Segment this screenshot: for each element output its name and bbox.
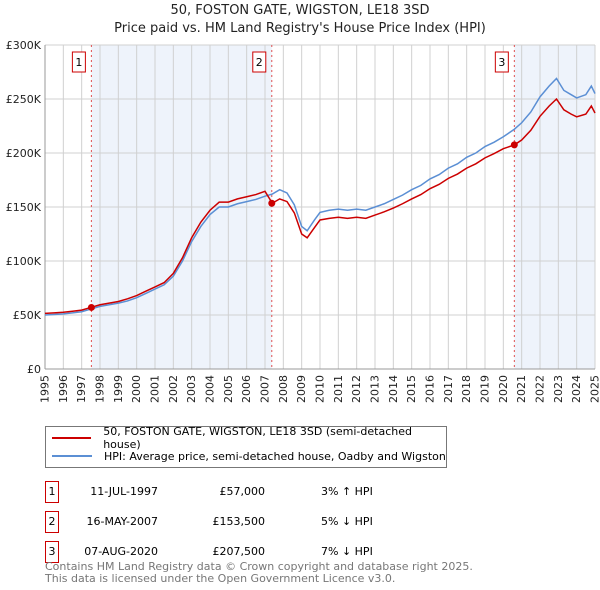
x-tick-label: 2010 xyxy=(314,375,327,403)
transaction-badge: 3 xyxy=(45,541,59,563)
x-tick-label: 2007 xyxy=(259,375,272,403)
transaction-hpi-diff: 3% ↑ HPI xyxy=(321,485,373,498)
legend-label: HPI: Average price, semi-detached house,… xyxy=(104,449,446,463)
x-tick-label: 1997 xyxy=(75,375,88,403)
transaction-row: 1 11-JUL-1997 £57,000 3% ↑ HPI xyxy=(45,481,445,503)
transaction-date: 11-JUL-1997 xyxy=(90,485,158,498)
legend-swatch xyxy=(52,437,92,439)
footer-line: Contains HM Land Registry data © Crown c… xyxy=(45,560,473,573)
x-tick-label: 2019 xyxy=(479,375,492,403)
transaction-price: £207,500 xyxy=(212,545,266,558)
x-tick-label: 1995 xyxy=(39,375,52,403)
x-tick-label: 2001 xyxy=(149,375,162,403)
transaction-hpi-diff: 7% ↓ HPI xyxy=(321,545,373,558)
x-tick-label: 2015 xyxy=(405,375,418,403)
x-tick-label: 2021 xyxy=(515,375,528,403)
x-tick-label: 2022 xyxy=(534,375,547,403)
x-tick-label: 2009 xyxy=(295,375,308,403)
x-tick-label: 2000 xyxy=(130,375,143,403)
x-tick-label: 2020 xyxy=(497,375,510,403)
footer-line: This data is licensed under the Open Gov… xyxy=(45,572,396,585)
transaction-row: 3 07-AUG-2020 £207,500 7% ↓ HPI xyxy=(45,541,445,563)
x-tick-label: 2006 xyxy=(240,375,253,403)
legend-swatch xyxy=(52,455,92,457)
x-tick-label: 2002 xyxy=(167,375,180,403)
transaction-marker-label: 3 xyxy=(498,56,505,69)
footer: Contains HM Land Registry data © Crown c… xyxy=(45,561,473,585)
x-tick-label: 2018 xyxy=(460,375,473,403)
transaction-point xyxy=(87,303,95,311)
chart-title: 50, FOSTON GATE, WIGSTON, LE18 3SD xyxy=(170,3,430,18)
transaction-badge: 1 xyxy=(45,481,59,503)
legend: 50, FOSTON GATE, WIGSTON, LE18 3SD (semi… xyxy=(45,425,447,468)
transaction-badge: 2 xyxy=(45,511,59,533)
x-tick-label: 2016 xyxy=(424,375,437,403)
transaction-marker-box xyxy=(252,51,267,73)
transaction-date: 16-MAY-2007 xyxy=(86,515,158,528)
x-tick-label: 2003 xyxy=(185,375,198,403)
transaction-price: £57,000 xyxy=(219,485,266,498)
transaction-point xyxy=(510,141,518,149)
plot-area: 1995 1996 1997 1998 1999 2000 2001 2002 2003 2004… xyxy=(6,39,600,403)
x-tick-label: 1998 xyxy=(94,375,107,403)
x-tick-label: 1999 xyxy=(112,375,125,403)
y-tick-label: £100K xyxy=(6,255,42,268)
transaction-point xyxy=(268,199,276,207)
x-tick-label: 2024 xyxy=(570,375,583,403)
y-tick-label: £300K xyxy=(6,39,42,52)
x-tick-label: 2011 xyxy=(332,375,345,403)
transaction-date: 07-AUG-2020 xyxy=(84,545,158,558)
x-tick-label: 2023 xyxy=(552,375,565,403)
transaction-marker-box xyxy=(71,51,86,73)
y-tick-label: £50K xyxy=(13,309,42,322)
x-tick-label: 2013 xyxy=(369,375,382,403)
transaction-marker-box xyxy=(494,51,509,73)
y-tick-label: £200K xyxy=(6,147,42,160)
y-tick-label: £250K xyxy=(6,93,42,106)
transaction-marker-label: 1 xyxy=(75,56,82,69)
transaction-hpi-diff: 5% ↓ HPI xyxy=(321,515,373,528)
transaction-marker-label: 2 xyxy=(256,56,263,69)
x-tick-label: 2017 xyxy=(442,375,455,403)
chart-subtitle: Price paid vs. HM Land Registry's House … xyxy=(114,21,486,36)
x-tick-label: 2014 xyxy=(387,375,400,403)
legend-item-hpi: HPI: Average price, semi-detached house,… xyxy=(46,447,446,465)
x-tick-label: 2004 xyxy=(204,375,217,403)
hpi-line xyxy=(44,77,596,316)
x-tick-label: 2012 xyxy=(350,375,363,403)
transaction-price: £153,500 xyxy=(212,515,266,528)
legend-label: 50, FOSTON GATE, WIGSTON, LE18 3SD (semi… xyxy=(103,425,412,451)
x-tick-label: 2008 xyxy=(277,375,290,403)
x-tick-label: 1996 xyxy=(57,375,70,403)
transaction-row: 2 16-MAY-2007 £153,500 5% ↓ HPI xyxy=(45,511,445,533)
x-tick-label: 2025 xyxy=(589,375,600,403)
y-tick-label: £150K xyxy=(6,201,42,214)
x-tick-label: 2005 xyxy=(222,375,235,403)
legend-item-property: 50, FOSTON GATE, WIGSTON, LE18 3SD (semi… xyxy=(46,425,446,451)
y-tick-label: £0 xyxy=(27,363,41,376)
